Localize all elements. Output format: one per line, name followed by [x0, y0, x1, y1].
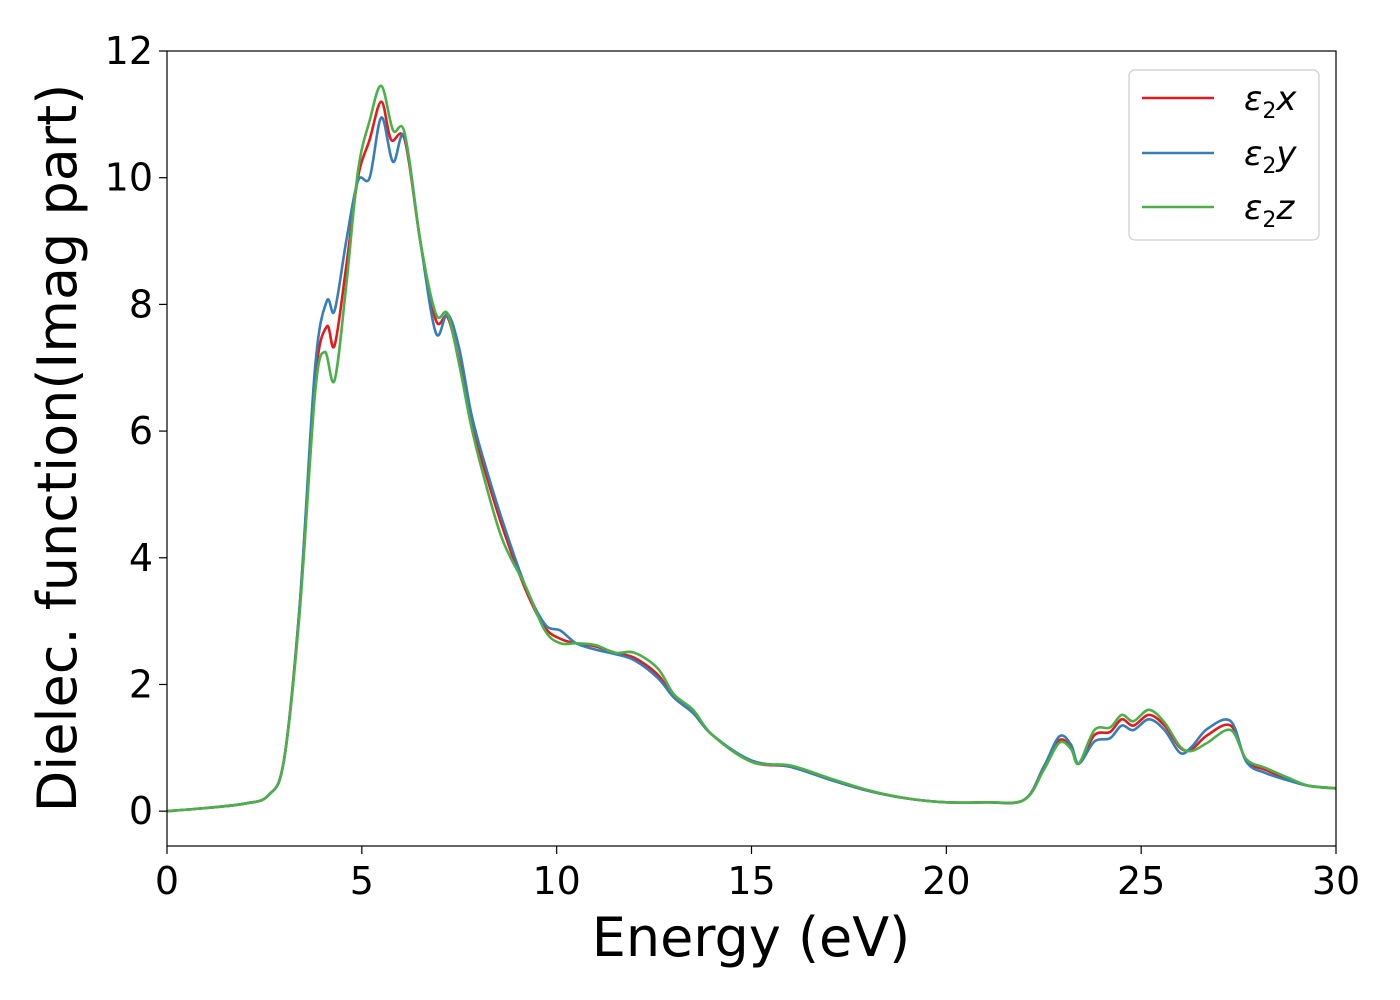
x-tick-label: 10 — [532, 859, 580, 903]
axis-ticks: 0 5 10 15 20 25 30 0 2 4 6 8 10 12 — [105, 29, 1361, 903]
x-tick-label: 5 — [350, 859, 374, 903]
x-tick-label: 25 — [1117, 859, 1165, 903]
x-tick-label: 0 — [155, 859, 179, 903]
y-axis-label: Dielec. function(Imag part) — [26, 84, 89, 813]
series-line-e2x — [167, 100, 1336, 813]
x-tick-label: 20 — [922, 859, 970, 903]
x-tick-label: 15 — [727, 859, 775, 903]
series-layer — [167, 84, 1336, 813]
legend-label: ε2x — [1244, 79, 1297, 124]
y-tick-label: 10 — [105, 156, 153, 200]
legend: ε2x ε2y ε2z — [1128, 69, 1320, 241]
y-tick-label: 6 — [129, 409, 153, 453]
y-tick-label: 0 — [129, 789, 153, 833]
legend-label: ε2z — [1244, 188, 1295, 233]
plot-frame — [166, 50, 1337, 847]
x-tick-label: 30 — [1312, 859, 1360, 903]
legend-label: ε2y — [1244, 134, 1297, 179]
legend-box — [1128, 69, 1320, 241]
y-tick-label: 2 — [129, 662, 153, 706]
x-axis-label: Energy (eV) — [592, 906, 911, 969]
y-tick-label: 8 — [129, 282, 153, 326]
y-tick-label: 12 — [105, 29, 153, 73]
y-tick-label: 4 — [129, 536, 153, 580]
series-line-e2z — [167, 84, 1336, 813]
series-line-e2y — [167, 116, 1336, 813]
